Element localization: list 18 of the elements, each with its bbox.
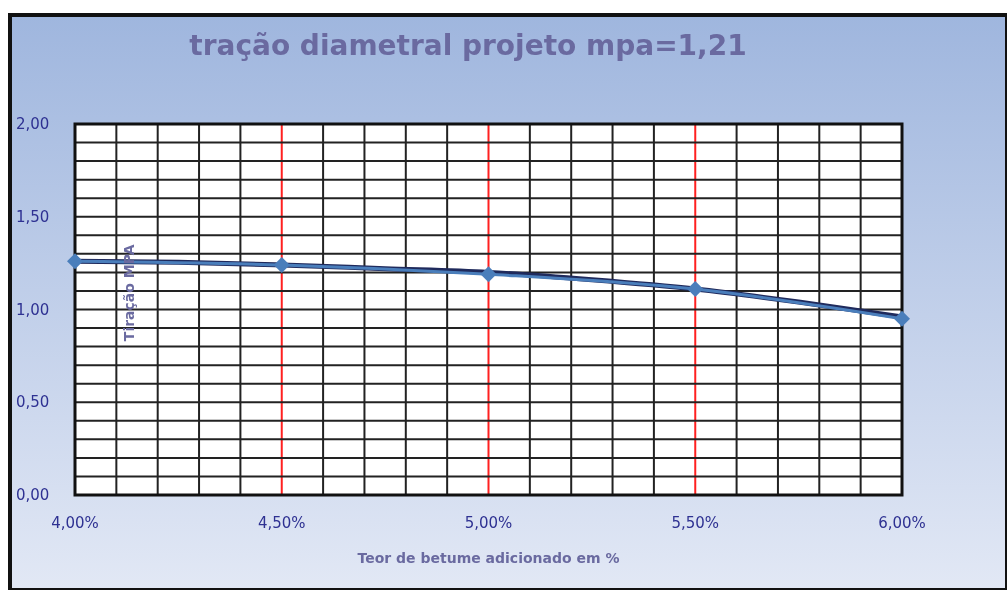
x-tick-label: 4,50%: [257, 514, 306, 532]
y-tick-label: 1,50: [16, 207, 50, 226]
x-tick-label: 4,00%: [51, 514, 99, 532]
point: [894, 310, 910, 327]
x-tick-label: 6,00%: [878, 514, 926, 532]
y-axis-title: Tiração MPA: [121, 244, 137, 342]
x-tick-label: 5,50%: [671, 514, 720, 532]
point: [480, 266, 497, 283]
y-tick-label: 2,00: [16, 115, 50, 133]
x-axis-title: Teor de betume adicionado em %: [357, 550, 620, 566]
chart-title: tração diametral projeto mpa=1,21: [189, 29, 747, 62]
point: [67, 253, 83, 270]
point: [687, 281, 704, 298]
point: [273, 256, 290, 273]
y-tick-label: 1,00: [16, 300, 50, 319]
y-tick-label: 0,50: [16, 393, 50, 412]
y-tick-label: 0,00: [16, 486, 50, 504]
x-tick-label: 5,00%: [464, 514, 513, 532]
